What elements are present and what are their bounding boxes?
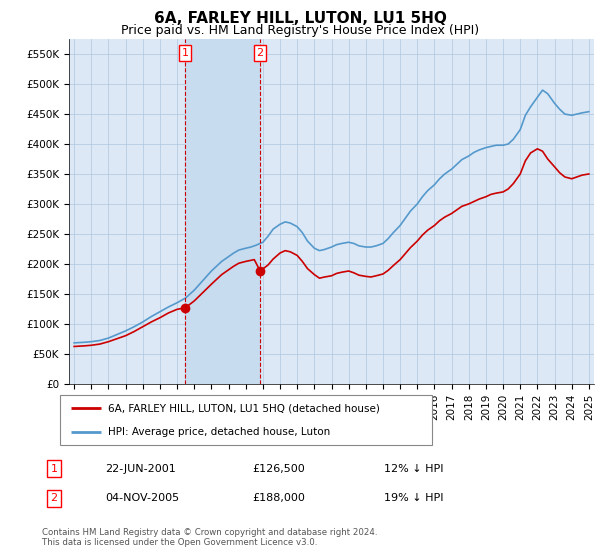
Text: 19% ↓ HPI: 19% ↓ HPI bbox=[384, 493, 443, 503]
Bar bbox=[185, 39, 260, 384]
Text: 2: 2 bbox=[257, 48, 263, 58]
FancyBboxPatch shape bbox=[60, 395, 432, 445]
Text: 12% ↓ HPI: 12% ↓ HPI bbox=[384, 464, 443, 474]
Text: 04-NOV-2005: 04-NOV-2005 bbox=[105, 493, 179, 503]
Text: £188,000: £188,000 bbox=[252, 493, 305, 503]
Text: 6A, FARLEY HILL, LUTON, LU1 5HQ (detached house): 6A, FARLEY HILL, LUTON, LU1 5HQ (detache… bbox=[109, 403, 380, 413]
Text: 2: 2 bbox=[50, 493, 58, 503]
Text: 1: 1 bbox=[182, 48, 188, 58]
Text: 22-JUN-2001: 22-JUN-2001 bbox=[105, 464, 176, 474]
Text: 1: 1 bbox=[50, 464, 58, 474]
Text: 6A, FARLEY HILL, LUTON, LU1 5HQ: 6A, FARLEY HILL, LUTON, LU1 5HQ bbox=[154, 11, 446, 26]
Text: Contains HM Land Registry data © Crown copyright and database right 2024.
This d: Contains HM Land Registry data © Crown c… bbox=[42, 528, 377, 548]
Text: Price paid vs. HM Land Registry's House Price Index (HPI): Price paid vs. HM Land Registry's House … bbox=[121, 24, 479, 36]
Text: HPI: Average price, detached house, Luton: HPI: Average price, detached house, Luto… bbox=[109, 427, 331, 437]
Text: £126,500: £126,500 bbox=[252, 464, 305, 474]
